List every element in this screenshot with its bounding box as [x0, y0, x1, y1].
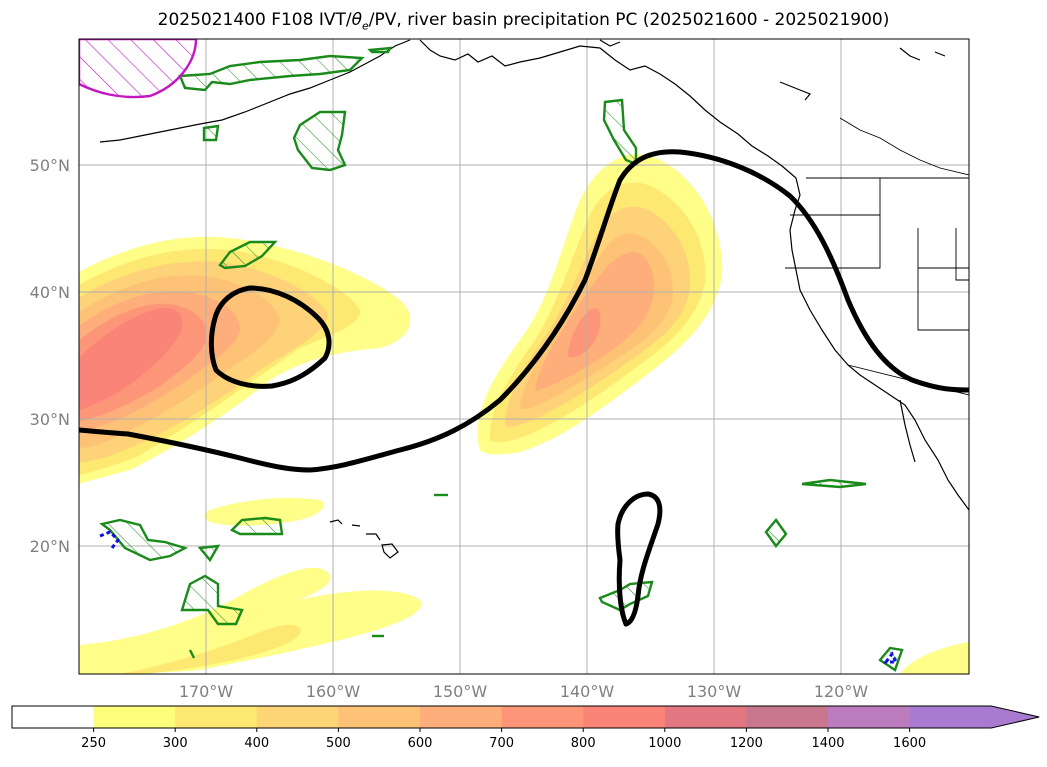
colorbar: 250 300 400 500 600 700 800 1000 1200 1400 1600	[11, 705, 1040, 751]
colorbar-segment	[583, 706, 666, 728]
lat-label-50n: 50°N	[30, 156, 70, 175]
title-suffix: /PV, river basin precipitation PC (20250…	[368, 10, 890, 30]
colorbar-tick-label: 250	[81, 736, 106, 751]
colorbar-tick-label: 1400	[811, 736, 844, 751]
title-prefix: 2025021400 F108 IVT/	[157, 10, 352, 30]
title-theta: θ	[351, 10, 362, 30]
colorbar-segment	[256, 706, 339, 728]
colorbar-segment	[501, 706, 584, 728]
map-frame	[78, 38, 970, 675]
colorbar-segment	[12, 706, 95, 728]
ivt-band-south	[79, 498, 969, 674]
precip-contours	[99, 46, 904, 672]
colorbar-tick-label: 500	[326, 736, 351, 751]
colorbar-tick-label: 300	[163, 736, 188, 751]
lat-label-20n: 20°N	[30, 537, 70, 556]
map-gridlines	[79, 39, 969, 674]
ivt-plume-central	[477, 154, 723, 455]
lon-labels: 170°W 160°W 150°W 140°W 130°W 120°W	[179, 682, 869, 701]
title-subscript: e	[362, 19, 369, 33]
blue-markers	[99, 530, 899, 664]
colorbar-extend-arrow	[991, 706, 1040, 728]
lon-label-170w: 170°W	[179, 682, 234, 701]
lat-label-40n: 40°N	[30, 283, 70, 302]
colorbar-segment	[909, 706, 992, 728]
lat-labels: 50°N 40°N 30°N 20°N	[30, 156, 70, 556]
lon-label-150w: 150°W	[433, 682, 488, 701]
pv-hatched-region	[79, 39, 198, 99]
map-title: 2025021400 F108 IVT/θe/PV, river basin p…	[0, 10, 1047, 32]
colorbar-tick-label: 1600	[893, 736, 926, 751]
ivt-plume-west	[79, 236, 411, 484]
colorbar-tick-label: 400	[244, 736, 269, 751]
colorbar-segment	[93, 706, 176, 728]
lon-label-130w: 130°W	[687, 682, 742, 701]
lon-label-160w: 160°W	[306, 682, 361, 701]
colorbar-segment	[664, 706, 747, 728]
colorbar-tick-label: 1200	[730, 736, 763, 751]
colorbar-outline	[11, 705, 1040, 729]
colorbar-tick-label: 600	[408, 736, 433, 751]
lon-label-120w: 120°W	[814, 682, 869, 701]
colorbar-segment	[420, 706, 503, 728]
pv-contours	[79, 149, 969, 627]
colorbar-tick-label: 800	[571, 736, 596, 751]
colorbar-tick-label: 700	[489, 736, 514, 751]
lon-label-140w: 140°W	[560, 682, 615, 701]
colorbar-segment	[175, 706, 258, 728]
colorbar-segment	[338, 706, 421, 728]
colorbar-segment	[828, 706, 911, 728]
map-content	[79, 39, 969, 674]
lat-label-30n: 30°N	[30, 410, 70, 429]
colorbar-tick-label: 1000	[648, 736, 681, 751]
colorbar-segment	[746, 706, 829, 728]
